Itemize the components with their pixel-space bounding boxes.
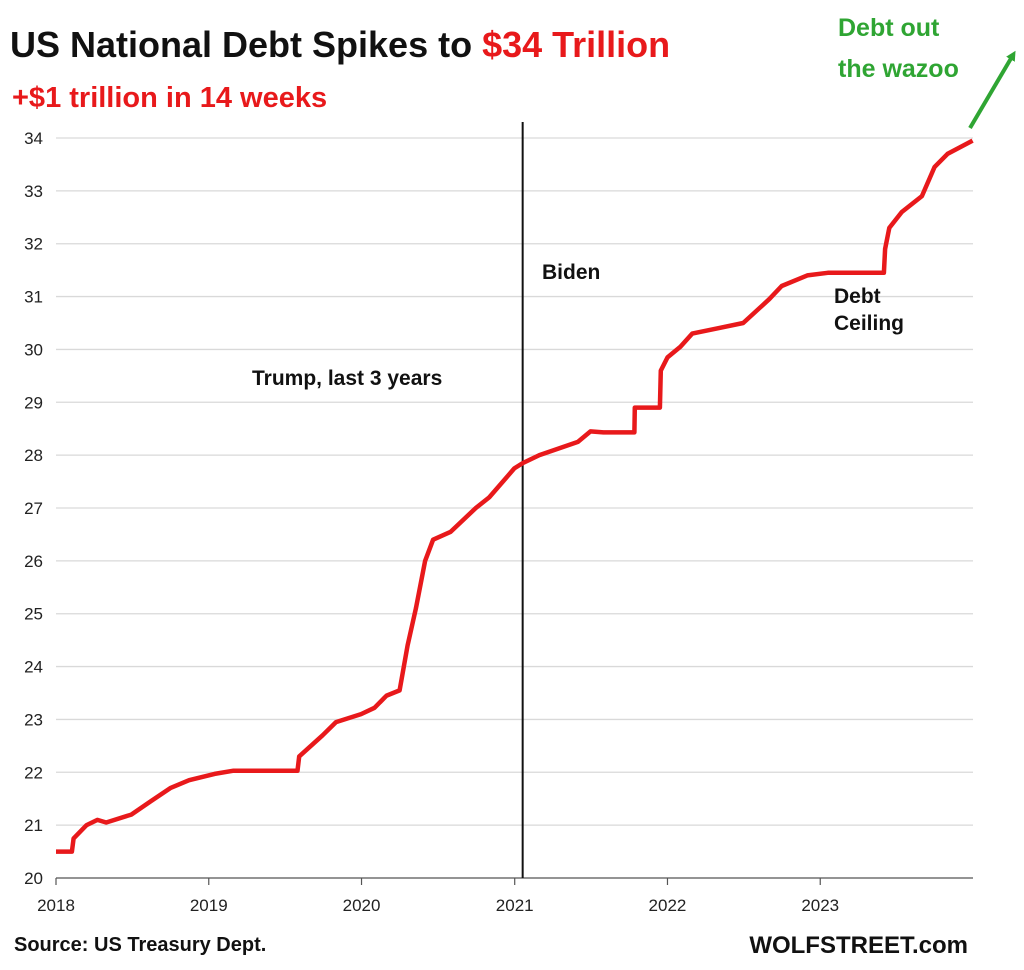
y-tick-label: 26 (24, 552, 43, 571)
annotation-trump: Trump, last 3 years (252, 367, 442, 390)
y-tick-label: 29 (24, 393, 43, 412)
title-highlight: $34 Trillion (482, 24, 671, 65)
x-tick-label: 2022 (649, 896, 687, 915)
annotation-wazoo-line2: the wazoo (838, 55, 959, 83)
x-tick-label: 2023 (801, 896, 839, 915)
chart-title: US National Debt Spikes to $34 Trillion (10, 24, 670, 66)
x-tick-label: 2021 (496, 896, 534, 915)
y-tick-label: 30 (24, 340, 43, 359)
annotation-debt-ceiling-line1: Debt (834, 285, 881, 308)
brand-logo-text: WOLFSTREET.com (749, 932, 968, 959)
annotation-biden: Biden (542, 261, 600, 284)
y-axis-ticks: 20 21 22 23 24 25 26 27 28 29 30 31 32 33 34 (24, 129, 43, 888)
y-tick-label: 31 (24, 288, 43, 307)
y-tick-label: 32 (24, 235, 43, 254)
y-tick-label: 20 (24, 869, 43, 888)
x-axis-ticks: 2018 2019 2020 2021 2022 2023 (37, 878, 839, 915)
y-tick-label: 23 (24, 710, 43, 729)
y-tick-label: 28 (24, 446, 43, 465)
y-tick-label: 22 (24, 763, 43, 782)
y-tick-label: 24 (24, 658, 43, 677)
source-note: Source: US Treasury Dept. (14, 934, 267, 956)
debt-series-line (56, 138, 974, 854)
y-tick-label: 27 (24, 499, 43, 518)
x-tick-label: 2020 (343, 896, 381, 915)
grid-lines (56, 137, 973, 879)
chart-subtitle: +$1 trillion in 14 weeks (12, 82, 328, 114)
annotation-debt-ceiling-line2: Ceiling (834, 312, 904, 335)
y-tick-label: 21 (24, 816, 43, 835)
wazoo-arrow-icon (968, 50, 1016, 130)
y-tick-label: 25 (24, 605, 43, 624)
annotation-wazoo-line1: Debt out (838, 14, 940, 42)
x-tick-label: 2018 (37, 896, 75, 915)
y-tick-label: 34 (24, 129, 43, 148)
y-tick-label: 33 (24, 182, 43, 201)
x-tick-label: 2019 (190, 896, 228, 915)
title-prefix: US National Debt Spikes to (10, 24, 483, 65)
